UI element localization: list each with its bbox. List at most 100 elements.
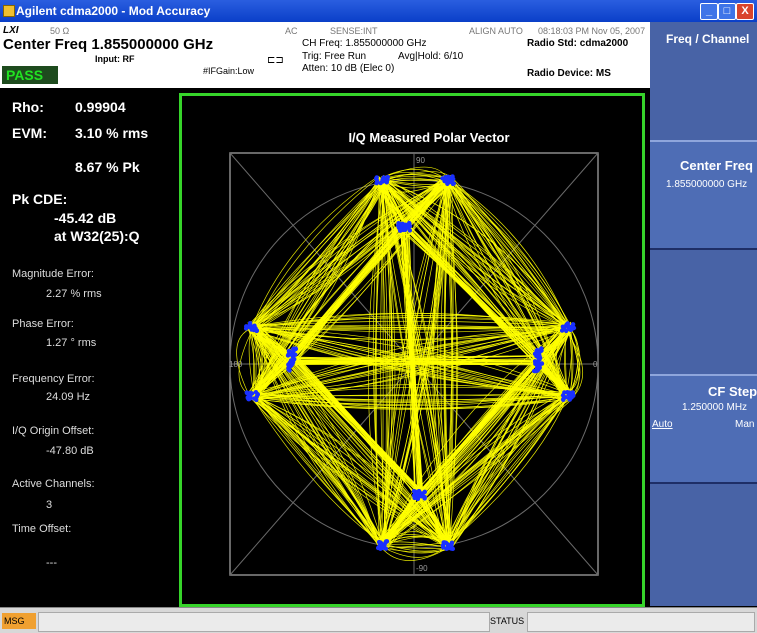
- trajectory-line: [248, 320, 567, 328]
- trajectory-line: [248, 384, 571, 400]
- axis-label-minus-90: -90: [416, 564, 428, 573]
- symbol-point: [539, 346, 544, 351]
- trajectory-line: [448, 398, 567, 544]
- symbol-point: [290, 357, 296, 363]
- trajectory-line: [251, 395, 571, 410]
- trajectory-line: [417, 363, 542, 495]
- trajectory-line: [249, 324, 452, 549]
- trajectory-line: [296, 354, 539, 364]
- symbol-point: [535, 364, 540, 370]
- polar-plot-frame[interactable]: I/Q Measured Polar Vector 90 0 180 -90: [179, 93, 645, 607]
- trajectory-line: [415, 360, 535, 492]
- trajectory-line: [379, 545, 450, 561]
- symbol-point: [449, 542, 454, 548]
- symbol-point: [444, 546, 449, 551]
- trajectory-line: [247, 327, 290, 357]
- trajectory-line: [287, 223, 406, 363]
- trajectory-line: [251, 394, 448, 543]
- trajectory-line: [378, 177, 408, 225]
- trajectory-line: [401, 223, 537, 365]
- trajectory-line: [383, 397, 567, 545]
- symbol-point: [443, 540, 449, 546]
- cf-step-softkey-value: 1.250000 MHz: [682, 402, 748, 413]
- trajectory-line: [292, 358, 424, 497]
- trajectory-line: [289, 224, 400, 356]
- iq-origin-offset-value: -47.80 dB: [46, 445, 94, 457]
- menu-title: Freq / Channel: [666, 32, 750, 46]
- trajectory-line: [385, 497, 419, 545]
- trajectory-line: [405, 227, 420, 491]
- symbol-point: [290, 352, 295, 358]
- center-freq-softkey[interactable]: Center Freq 1.855000000 GHz: [650, 140, 757, 250]
- window-title-bar: Agilent cdma2000 - Mod Accuracy _ □ X: [0, 0, 757, 22]
- trajectory-line: [404, 226, 540, 362]
- symbol-point: [532, 359, 538, 364]
- trajectory-line: [541, 329, 564, 362]
- symbol-point: [244, 390, 250, 396]
- symbol-point: [562, 390, 567, 395]
- trajectory-line: [378, 176, 565, 324]
- trajectory-line: [248, 393, 567, 403]
- trajectory-line: [253, 330, 566, 400]
- trajectory-line: [418, 496, 447, 541]
- phase-error-label: Phase Error:: [12, 318, 74, 330]
- trajectory-line: [248, 317, 571, 327]
- trajectory-line: [383, 498, 425, 550]
- cf-step-softkey[interactable]: CF Step 1.250000 MHz Auto Man: [650, 374, 757, 484]
- axis-label-90: 90: [416, 156, 425, 165]
- trajectory-line: [404, 221, 543, 358]
- symbol-point: [405, 223, 411, 228]
- trajectory-line: [249, 392, 569, 397]
- close-button[interactable]: X: [736, 3, 754, 20]
- symbol-point: [532, 351, 538, 357]
- symbol-point: [411, 493, 417, 498]
- trajectory-line: [447, 330, 571, 544]
- cf-step-man-option[interactable]: Man: [735, 419, 755, 430]
- sense-indicator: SENSE:INT: [330, 26, 378, 36]
- symbol-point: [384, 180, 389, 185]
- trajectory-line: [248, 182, 445, 326]
- trajectory-line: [401, 175, 449, 225]
- trajectory-line: [446, 181, 567, 326]
- trajectory-line: [450, 395, 570, 545]
- cf-step-auto-option[interactable]: Auto: [652, 419, 673, 430]
- trajectory-line: [447, 177, 565, 329]
- trajectory-line: [378, 177, 571, 332]
- trajectory-line: [248, 392, 450, 545]
- symbol-point: [381, 175, 387, 181]
- trajectory-line: [287, 228, 406, 361]
- radio-std-readout: Radio Std: cdma2000: [527, 38, 629, 49]
- maximize-button[interactable]: □: [718, 3, 736, 20]
- trajectory-line: [379, 393, 572, 549]
- speaker-icon: ⊏⊐: [267, 55, 284, 66]
- magnitude-error-label: Magnitude Error:: [12, 268, 94, 280]
- pk-cde-value: -45.42 dB: [54, 210, 117, 226]
- trajectory-line: [415, 491, 450, 541]
- trig-readout: Trig: Free Run: [302, 51, 367, 62]
- message-field: [38, 612, 490, 632]
- symbol-point: [254, 328, 260, 333]
- active-channels-value: 3: [46, 499, 53, 511]
- trajectory-line: [254, 362, 289, 401]
- symbol-point: [399, 222, 404, 228]
- axis-label-0: 0: [593, 360, 598, 369]
- trajectory-line: [255, 323, 566, 330]
- rho-value: 0.99904: [75, 99, 126, 115]
- polar-plot: I/Q Measured Polar Vector 90 0 180 -90: [229, 130, 599, 576]
- coupling-indicator: AC: [285, 26, 298, 36]
- trajectory-line: [288, 224, 404, 359]
- trajectory-line: [249, 397, 381, 545]
- trajectory-line: [378, 178, 447, 548]
- minimize-button[interactable]: _: [700, 3, 718, 20]
- evm-label: EVM:: [12, 125, 47, 141]
- symbol-point: [450, 180, 455, 185]
- trajectory-line: [248, 330, 290, 364]
- time-offset-value: ---: [46, 557, 57, 569]
- trajectory-line: [408, 227, 421, 493]
- symbol-point: [383, 539, 389, 544]
- window-title: Agilent cdma2000 - Mod Accuracy: [16, 4, 211, 18]
- symbol-point: [375, 545, 381, 551]
- symbol-point: [385, 174, 390, 180]
- symbol-point: [566, 326, 572, 332]
- trajectory-line: [249, 392, 447, 542]
